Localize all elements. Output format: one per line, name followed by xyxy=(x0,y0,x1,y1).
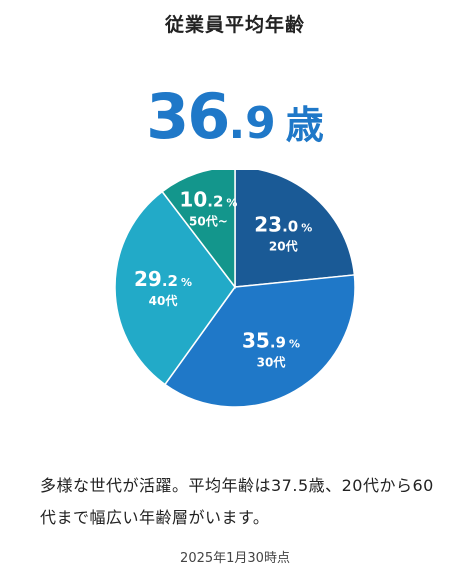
slice-percent-label: 29.2% xyxy=(134,267,192,291)
as-of-date: 2025年1月30時点 xyxy=(180,551,290,566)
average-age-value: 36.9 歳 xyxy=(0,80,470,153)
chart-title: 従業員平均年齢 xyxy=(164,14,305,36)
slice-percent-label: 35.9% xyxy=(242,328,300,352)
slice-percent-label: 10.2% xyxy=(179,187,237,211)
description-text: 多様な世代が活躍。平均年齢は37.5歳、20代から60代まで幅広い年齢層がいます… xyxy=(40,476,434,527)
slice-category-label: 40代 xyxy=(149,293,178,308)
average-age-integer: 36 xyxy=(146,80,230,153)
average-age-unit: 歳 xyxy=(285,103,324,147)
slice-category-label: 50代~ xyxy=(189,213,228,228)
age-pie-chart: 23.0 % 20代 35.9 % 30代 29.2 % 40代 10.2 % 50代~ xyxy=(114,170,356,408)
slice-category-label: 30代 xyxy=(257,354,286,369)
pie-slice-0 xyxy=(234,170,356,288)
pie-slice-1 xyxy=(163,274,356,408)
slice-category-label: 20代 xyxy=(269,239,298,254)
pie-slice-2 xyxy=(114,190,236,386)
slice-percent-label: 23.0% xyxy=(254,213,312,237)
average-age-decimal: .9 xyxy=(228,98,276,149)
pie-slice-3 xyxy=(161,170,236,290)
